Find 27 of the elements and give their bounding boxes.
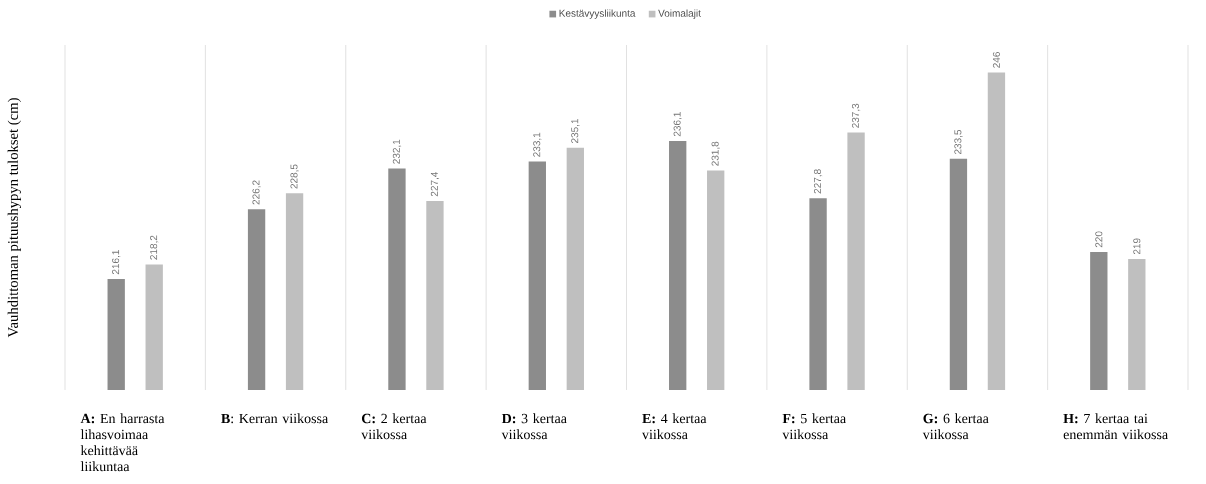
x-tick-label: A: En harrasta lihasvoimaa kehittävää liikuntaa xyxy=(80,413,165,472)
data-label: 218,2 xyxy=(150,235,159,260)
x-tick-label: H: 7 kertaa tai enemmän viikossa xyxy=(1063,413,1168,440)
data-label: 227,4 xyxy=(430,171,440,197)
y-axis-title: Vauhdittoman pituushypyn tulokset (cm) xyxy=(7,98,21,338)
data-label: 227,8 xyxy=(813,169,823,194)
data-label: 216,1 xyxy=(112,250,121,275)
data-label: 233,1 xyxy=(533,132,542,157)
data-label: 232,1 xyxy=(392,139,402,164)
data-label: 246 xyxy=(992,52,1000,68)
data-label: 231,8 xyxy=(711,141,720,166)
x-tick-label: B: Kerran viikossa xyxy=(221,413,329,424)
data-label: 237,3 xyxy=(851,103,861,128)
x-tick-label: G: 6 kertaa viikossa xyxy=(922,413,989,440)
legend-label: Kestävyysliikunta xyxy=(559,9,636,19)
data-label: 233,5 xyxy=(954,129,963,155)
data-label: 219 xyxy=(1133,238,1141,255)
x-tick-label: D: 3 kertaa viikossa xyxy=(501,413,567,440)
data-label: 220 xyxy=(1095,231,1103,248)
data-label: 236,1 xyxy=(673,112,682,137)
data-label: 228,5 xyxy=(290,164,299,189)
legend-label: Voimalajit xyxy=(658,9,701,19)
x-tick-label: F: 5 kertaa viikossa xyxy=(782,413,846,440)
data-label: 235,1 xyxy=(571,119,580,144)
x-tick-label: C: 2 kertaa viikossa xyxy=(361,413,427,440)
data-label: 226,2 xyxy=(252,180,261,205)
x-tick-label: E: 4 kertaa viikossa xyxy=(642,413,707,440)
